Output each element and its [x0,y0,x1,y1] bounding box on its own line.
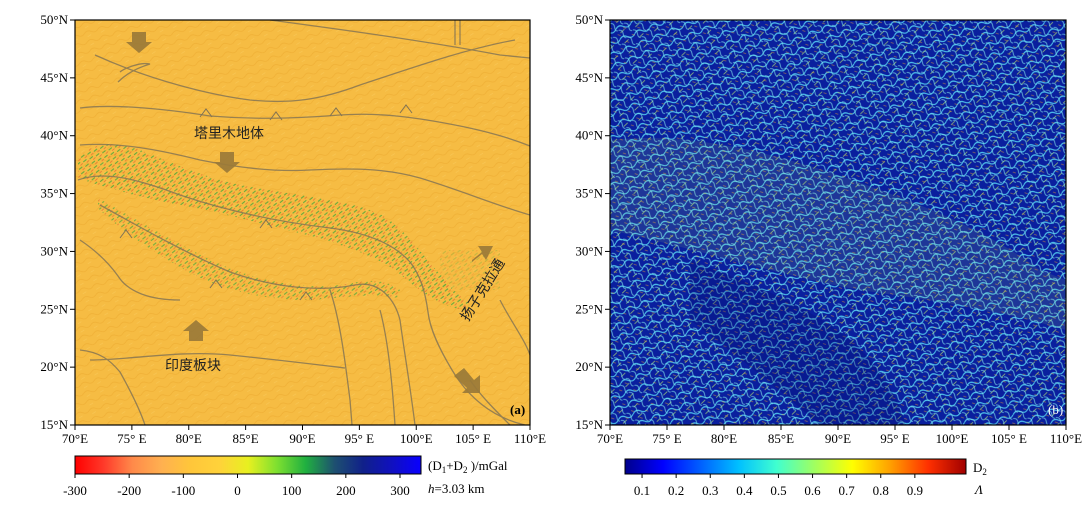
colorbar-a-tick-label: 200 [336,483,356,498]
arrow-north-icon [126,32,152,53]
panel-a-axes: 50°N 45°N 40°N 35°N 30°N 25°N 20°N 15°N70°E 75° … [40,12,546,446]
lat-label: 50°N [575,12,603,27]
panel-b-dark-zone [690,260,905,425]
colorbar-b-tick-label: 0.6 [804,483,821,498]
lat-label: 50°N [40,12,68,27]
colorbar-a-ticks: -300 -200 -100 0 100 200 300 [63,474,410,498]
lat-label: 15°N [575,417,603,432]
colorbar-a-unit: (D1+D2 )/mGal [428,458,508,475]
colorbar-b-bar [624,458,967,475]
lon-label: 70°E [597,431,623,446]
panel-a-anomaly-zone-south [98,198,400,300]
label-tarim: 塔里木地体 [194,126,264,142]
lon-label: 85°E [768,431,794,446]
colorbar-b-tick-label: 0.2 [668,483,684,498]
lat-label: 45°N [40,70,68,85]
unit-sub2: 2 [463,465,468,475]
lon-label: 95° E [345,431,374,446]
lat-label: 35°N [40,186,68,201]
height-rest: =3.03 km [435,481,485,496]
colorbar-a-tick-label: 100 [282,483,302,498]
colorbar-b-tick-label: 0.5 [770,483,786,498]
lon-label: 105° E [455,431,491,446]
colorbar-b: 0.1 0.2 0.3 0.4 0.5 0.6 0.7 0.8 0.9 D2 Λ [624,458,987,498]
motion-arrows [126,32,493,393]
colorbar-b-title: D2 [973,460,987,477]
arrow-tarim-icon [214,152,240,173]
colorbar-b-subtitle: Λ [973,482,983,497]
lon-label: 110°E [514,431,546,446]
arrow-india-icon [183,320,209,341]
unit-close: )/mGal [467,458,507,473]
lon-label: 105° E [991,431,1027,446]
colorbar-a-tick-label: -200 [117,483,141,498]
arrow-east-icon [472,246,493,262]
colorbar-a: -300 -200 -100 0 100 200 300 (D1+D2 )/mGal h=3… [63,455,508,498]
lon-label: 80°E [176,431,202,446]
lon-label: 75° E [652,431,681,446]
lat-label: 45°N [575,70,603,85]
label-india: 印度板块 [165,358,221,374]
unit-sub1: 1 [442,465,447,475]
lon-label: 85°E [233,431,259,446]
panel-b-texture-2 [610,20,1066,425]
colorbar-b-tick-label: 0.8 [873,483,889,498]
lon-label: 95° E [880,431,909,446]
colorbar-a-tick-label: -300 [63,483,87,498]
panel-a-fault-hint [440,250,500,290]
lat-label: 35°N [575,186,603,201]
lon-label: 90°E [825,431,851,446]
panel-b-label: (b) [1048,402,1063,417]
lon-label: 100°E [936,431,969,446]
lat-label: 40°N [40,128,68,143]
colorbar-b-ticks: 0.1 0.2 0.3 0.4 0.5 0.6 0.7 0.8 0.9 [634,474,923,498]
panel-b-plateau-zone [610,138,1066,330]
colorbar-a-tick-label: -100 [171,483,195,498]
d2-main: D [973,460,982,475]
lon-label: 75° E [117,431,146,446]
panel-b-axes: 50°N 45°N 40°N 35°N 30°N 25°N 20°N 15°N70°E 75° … [575,12,1082,446]
lat-label: 20°N [40,359,68,374]
lat-label: 30°N [575,243,603,258]
lat-label: 40°N [575,128,603,143]
panel-a-label: (a) [510,402,525,417]
height-var: h [428,481,435,496]
panel-b: (b) 50°N 45°N 40°N 35°N 30°N 25°N 20°N 15°N70°E… [575,12,1082,446]
lat-label: 20°N [575,359,603,374]
lat-label: 30°N [40,243,68,258]
lat-label: 15°N [40,417,68,432]
colorbar-a-tick-label: 300 [390,483,410,498]
colorbar-b-tick-label: 0.9 [907,483,923,498]
panel-a: 塔里木地体 印度板块 扬子克拉通 (a) 50°N45°N40°N35°N30°… [40,12,546,446]
colorbar-b-tick-label: 0.4 [736,483,753,498]
colorbar-a-height: h=3.03 km [428,481,484,496]
unit-open: (D [428,458,442,473]
fault-lines [77,20,530,425]
lon-label: 100°E [400,431,433,446]
lon-label: 80°E [711,431,737,446]
lon-label: 110°E [1050,431,1082,446]
lat-label: 25°N [575,301,603,316]
colorbar-a-bar [74,455,422,475]
colorbar-b-tick-label: 0.1 [634,483,650,498]
colorbar-a-tick-label: 0 [234,483,241,498]
lat-label: 25°N [40,301,68,316]
unit-plus: +D [446,458,463,473]
lon-label: 90°E [289,431,315,446]
arrow-southeast-icon [454,368,480,393]
subduction-triangles [119,104,413,301]
colorbar-b-tick-label: 0.3 [702,483,718,498]
colorbar-b-tick-label: 0.7 [839,483,856,498]
panel-a-anomaly-zone [78,144,470,312]
lon-label: 70°E [62,431,88,446]
d2-sub: 2 [982,467,987,477]
